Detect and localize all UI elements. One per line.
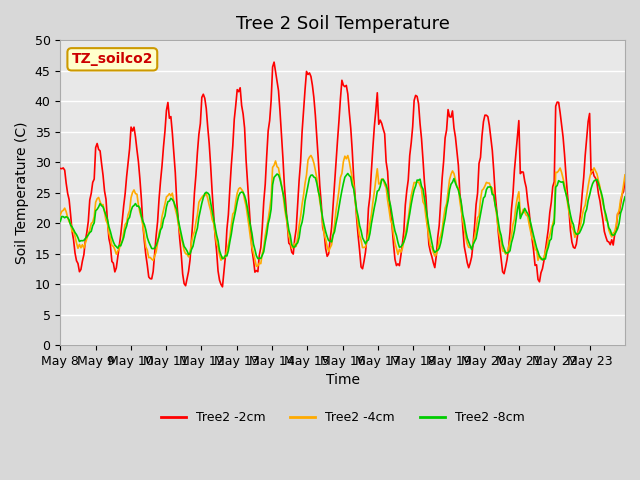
Y-axis label: Soil Temperature (C): Soil Temperature (C) (15, 121, 29, 264)
Text: TZ_soilco2: TZ_soilco2 (72, 52, 153, 66)
X-axis label: Time: Time (326, 373, 360, 387)
Legend: Tree2 -2cm, Tree2 -4cm, Tree2 -8cm: Tree2 -2cm, Tree2 -4cm, Tree2 -8cm (156, 407, 530, 430)
Title: Tree 2 Soil Temperature: Tree 2 Soil Temperature (236, 15, 449, 33)
